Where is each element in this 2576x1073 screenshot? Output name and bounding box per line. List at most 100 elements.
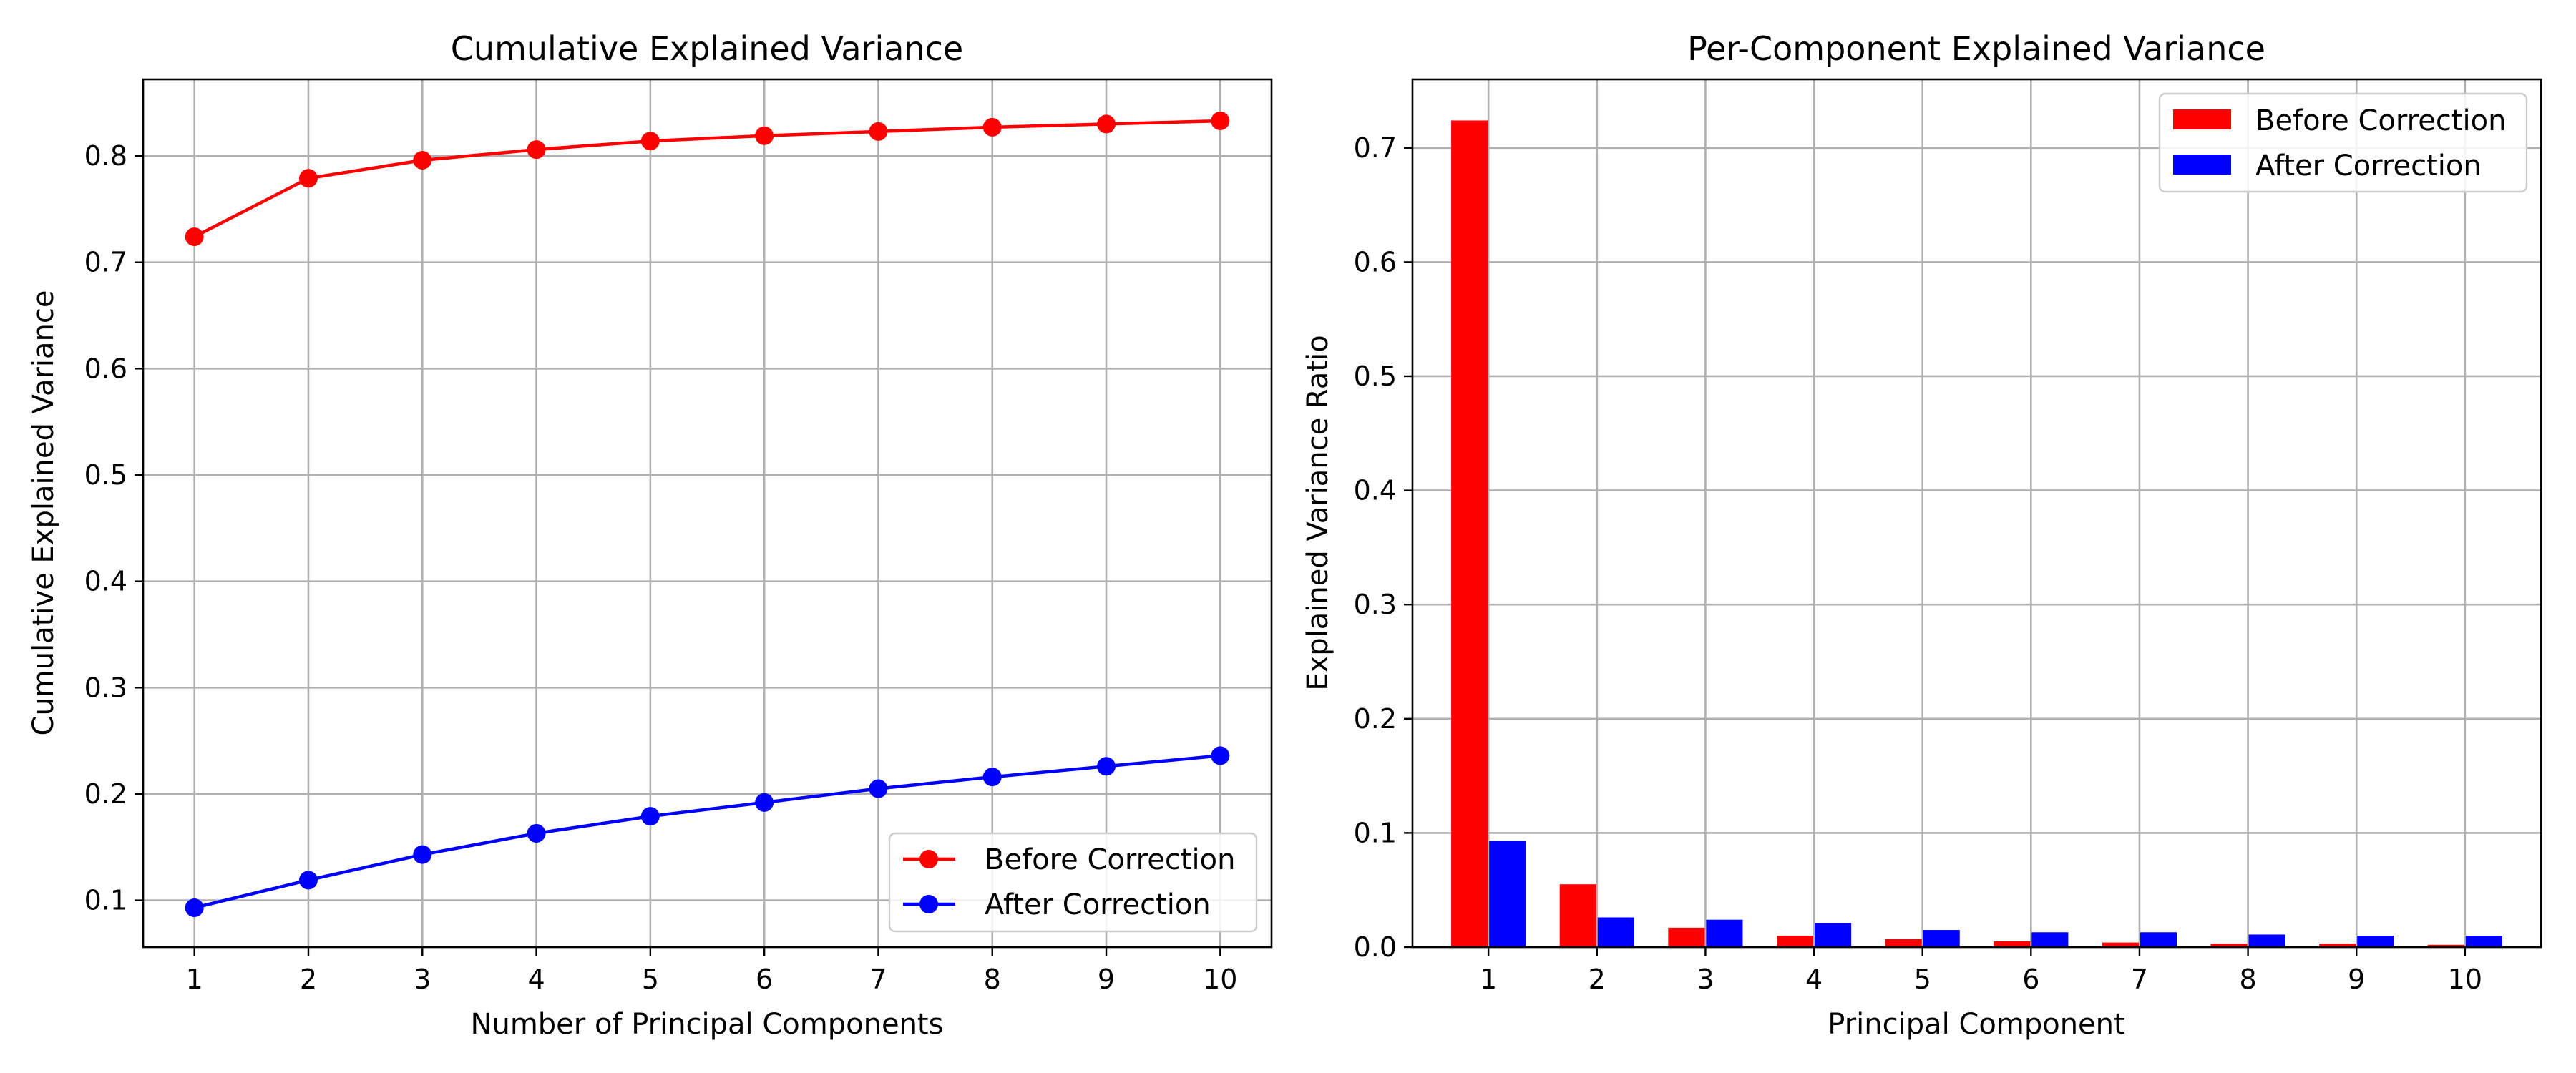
right-bar-before — [2210, 944, 2248, 947]
left-point-before — [185, 227, 204, 247]
left-x-axis-label: Number of Principal Components — [471, 1008, 944, 1041]
right-bar-after — [1815, 923, 1852, 947]
right-legend-label-after: After Correction — [2255, 150, 2482, 182]
left-x-tick-label: 5 — [642, 964, 659, 995]
right-x-tick-label: 3 — [1697, 964, 1714, 995]
right-legend-box — [2158, 92, 2528, 193]
per-component-variance-chart: 1 2 3 4 5 6 7 8 9 10 0.0 0.1 0.2 0.3 0.4 0.5 0.6 0.7 Per… — [1302, 29, 2542, 1041]
left-point-after — [298, 871, 318, 890]
left-point-after — [640, 807, 660, 826]
right-bar-after — [2357, 936, 2394, 947]
left-point-after — [1097, 757, 1116, 776]
left-point-before — [1211, 111, 1230, 130]
right-y-tick-label: 0.6 — [1354, 246, 1397, 278]
right-x-tick-label: 10 — [2448, 964, 2482, 995]
left-legend: Before Correction After Correction — [888, 832, 1258, 933]
right-x-tick-label: 4 — [1805, 964, 1823, 995]
left-legend-marker-after — [919, 895, 938, 913]
left-y-tick-label: 0.5 — [84, 459, 127, 491]
right-bar-after — [1597, 917, 1634, 947]
right-bar-before — [2102, 942, 2139, 947]
right-legend-label-before: Before Correction — [2255, 104, 2506, 137]
right-bar-before — [1885, 939, 1922, 947]
left-legend-label-before: Before Correction — [985, 843, 1235, 876]
right-x-tick-label: 7 — [2131, 964, 2148, 995]
left-point-after — [185, 898, 204, 917]
left-point-before — [1097, 114, 1116, 134]
left-point-after — [1211, 746, 1230, 765]
right-bar-after — [1923, 930, 1960, 947]
left-point-after — [982, 768, 1002, 787]
left-legend-marker-before — [919, 850, 938, 868]
left-y-tick-label: 0.3 — [84, 672, 127, 703]
left-x-tick-label: 3 — [414, 964, 431, 995]
right-x-tick-label: 9 — [2348, 964, 2365, 995]
right-y-axis-label: Explained Variance Ratio — [1302, 335, 1335, 690]
left-point-after — [527, 823, 546, 843]
left-series-lines — [193, 119, 1221, 910]
right-bar-before — [1451, 120, 1488, 948]
left-point-before — [527, 140, 546, 160]
right-y-tick-label: 0.7 — [1354, 132, 1397, 164]
left-y-tick-label: 0.1 — [84, 885, 127, 916]
right-legend-swatch-before — [2173, 109, 2231, 129]
left-x-tick-label: 8 — [984, 964, 1001, 995]
left-point-after — [413, 845, 432, 864]
right-bar-before — [2319, 944, 2356, 947]
right-bar-before — [2427, 944, 2464, 947]
left-plot-frame — [142, 78, 1273, 949]
left-x-tick-label: 1 — [186, 964, 203, 995]
left-x-tick-label: 2 — [300, 964, 317, 995]
right-y-tick-label: 0.2 — [1354, 703, 1397, 735]
right-y-tick-label: 0.4 — [1354, 475, 1397, 506]
left-y-axis-label: Cumulative Explained Variance — [27, 290, 60, 736]
right-bar-after — [1706, 919, 1743, 947]
right-bar-before — [1776, 936, 1814, 947]
right-bar-before — [1559, 884, 1596, 947]
left-y-tick-label: 0.8 — [84, 140, 127, 172]
right-y-tick-label: 0.3 — [1354, 589, 1397, 620]
left-y-tick-label: 0.4 — [84, 566, 127, 597]
left-point-before — [869, 122, 888, 141]
left-y-tick-label: 0.7 — [84, 247, 127, 278]
right-x-tick-label: 8 — [2239, 964, 2256, 995]
right-x-tick-label: 2 — [1589, 964, 1606, 995]
right-plot-frame — [1411, 78, 2542, 949]
left-x-tick-label: 10 — [1203, 964, 1237, 995]
left-x-tick-label: 9 — [1098, 964, 1115, 995]
left-y-tick-label: 0.2 — [84, 778, 127, 810]
left-chart-title: Cumulative Explained Variance — [451, 29, 963, 68]
left-legend-box — [888, 832, 1258, 933]
right-bar-after — [1489, 841, 1526, 947]
right-y-tick-label: 0.1 — [1354, 817, 1397, 848]
left-y-tick-label: 0.6 — [84, 353, 127, 384]
right-bars — [1451, 120, 2502, 948]
left-point-before — [413, 150, 432, 170]
right-bar-before — [1994, 941, 2031, 947]
right-legend-swatch-after — [2173, 155, 2231, 175]
left-line-before — [193, 119, 1221, 239]
left-line-after — [194, 754, 1221, 910]
right-x-tick-label: 6 — [2022, 964, 2039, 995]
right-x-axis-ticks: 1 2 3 4 5 6 7 8 9 10 — [1480, 947, 2482, 995]
right-y-axis-ticks: 0.0 0.1 0.2 0.3 0.4 0.5 0.6 0.7 — [1354, 132, 1413, 963]
left-point-before — [640, 132, 660, 151]
left-point-before — [755, 126, 774, 145]
right-y-tick-label: 0.0 — [1354, 931, 1397, 963]
left-x-tick-label: 6 — [756, 964, 773, 995]
left-series-markers — [185, 111, 1230, 917]
left-point-after — [755, 793, 774, 812]
right-y-tick-label: 0.5 — [1354, 361, 1397, 392]
right-bar-before — [1668, 927, 1705, 947]
left-x-axis-ticks: 1 2 3 4 5 6 7 8 9 10 — [186, 947, 1237, 995]
left-legend-label-after: After Correction — [985, 888, 1211, 921]
right-x-tick-label: 5 — [1914, 964, 1931, 995]
cumulative-variance-chart: 1 2 3 4 5 6 7 8 9 10 0.1 0.2 0.3 0.4 0.5 0.6 0.7 0.8 Cum… — [27, 29, 1273, 1041]
right-bar-after — [2031, 932, 2069, 947]
right-bar-after — [2140, 932, 2177, 947]
left-x-tick-label: 4 — [527, 964, 545, 995]
left-point-before — [982, 117, 1002, 137]
right-bar-after — [2465, 936, 2502, 947]
right-legend: Before Correction After Correction — [2158, 92, 2528, 193]
